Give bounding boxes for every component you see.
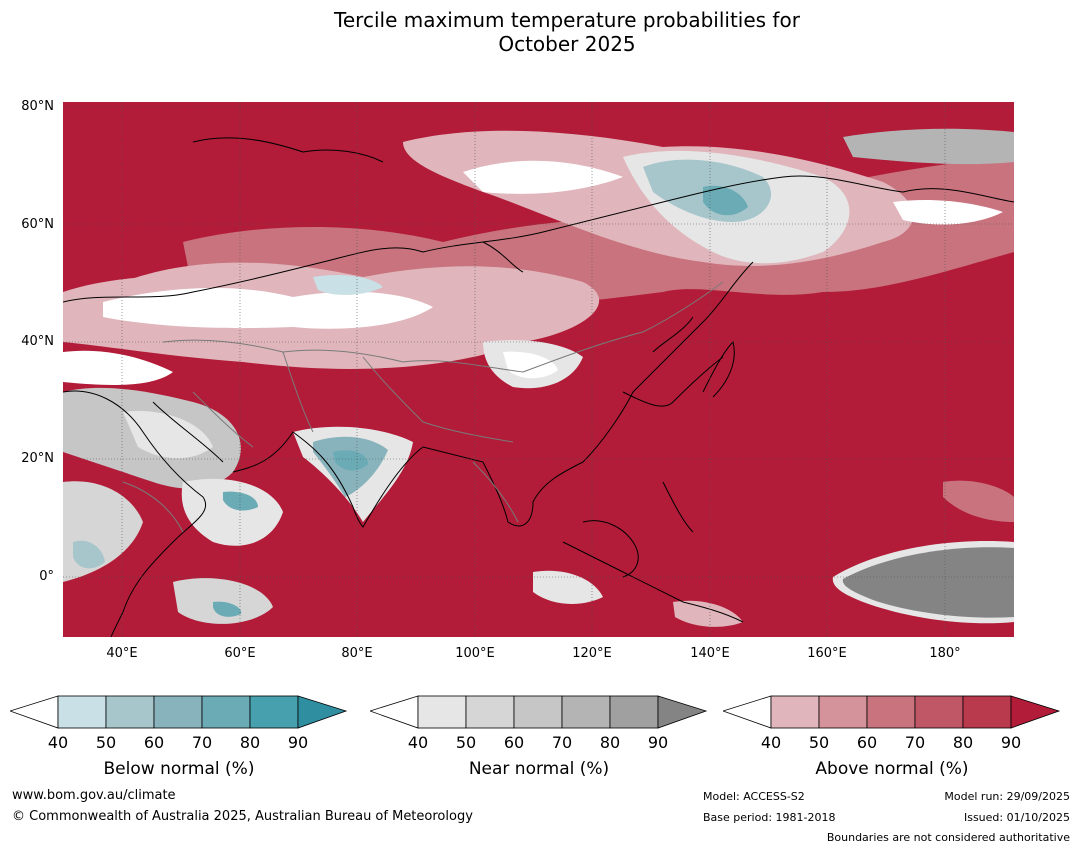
- map-title-line1: Tercile maximum temperature probabilitie…: [334, 8, 800, 32]
- colorbar-tick: 60: [856, 733, 878, 752]
- colorbar-above-normal: [723, 695, 1061, 729]
- colorbar-below-swatch-50: [105, 695, 155, 729]
- colorbar-above-swatch-40: [770, 695, 820, 729]
- boundaries-disclaimer: Boundaries are not considered authoritat…: [826, 831, 1070, 844]
- colorbar-below-swatch-40: [57, 695, 107, 729]
- colorbar-above-swatch-extend-high: [1010, 695, 1061, 729]
- colorbar-tick: 70: [191, 733, 213, 752]
- colorbar-near-swatch-40: [417, 695, 467, 729]
- colorbar-below-swatch-extend-low: [10, 695, 59, 729]
- base-period: Base period: 1981-2018: [703, 811, 836, 824]
- colorbar-near-swatch-60: [513, 695, 563, 729]
- map-title: Tercile maximum temperature probabilitie…: [0, 8, 1081, 56]
- colorbar-tick: 50: [455, 733, 477, 752]
- colorbar-tick: 70: [904, 733, 926, 752]
- colorbar-below-swatch-80: [249, 695, 299, 729]
- colorbar-tick: 60: [143, 733, 165, 752]
- colorbar-tick: 80: [952, 733, 974, 752]
- model-name: Model: ACCESS-S2: [703, 790, 805, 803]
- colorbar-below-swatch-60: [153, 695, 203, 729]
- colorbar-below-swatch-extend-high: [297, 695, 348, 729]
- colorbar-below-title: Below normal (%): [103, 759, 255, 779]
- colorbar-below-swatch-70: [201, 695, 251, 729]
- probability-map: [63, 102, 1014, 637]
- lon-label-40e: 40°E: [106, 646, 138, 661]
- colorbar-tick: 70: [551, 733, 573, 752]
- pacific-near-normal-patch: [832, 541, 1014, 624]
- colorbar-tick: 80: [239, 733, 261, 752]
- lon-label-140e: 140°E: [690, 646, 730, 661]
- country-borders: [122, 281, 724, 533]
- lon-label-160e: 160°E: [807, 646, 847, 661]
- lat-label-0: 0°: [39, 569, 54, 584]
- middle-east-africa-shading: [63, 387, 283, 624]
- lat-label-20n: 20°N: [21, 451, 54, 466]
- colorbar-near-swatch-70: [561, 695, 611, 729]
- lon-label-180: 180°: [929, 646, 961, 661]
- lon-label-100e: 100°E: [455, 646, 495, 661]
- colorbar-tick: 90: [1000, 733, 1022, 752]
- lat-label-40n: 40°N: [21, 334, 54, 349]
- colorbar-near-swatch-extend-low: [370, 695, 419, 729]
- colorbar-above-swatch-70: [914, 695, 964, 729]
- colorbar-above-swatch-80: [962, 695, 1012, 729]
- colorbar-near-swatch-50: [465, 695, 515, 729]
- map-title-line2: October 2025: [498, 32, 636, 56]
- colorbar-tick: 80: [599, 733, 621, 752]
- central-asia-shading: [63, 275, 583, 389]
- issued-date: Issued: 01/10/2025: [963, 811, 1070, 824]
- colorbar-above-swatch-60: [866, 695, 916, 729]
- colorbar-tick: 50: [808, 733, 830, 752]
- graticule: [63, 102, 1014, 637]
- colorbar-tick: 40: [47, 733, 69, 752]
- lat-label-60n: 60°N: [21, 217, 54, 232]
- bom-website-link[interactable]: www.bom.gov.au/climate: [12, 788, 176, 803]
- colorbar-tick: 90: [647, 733, 669, 752]
- colorbar-near-swatch-80: [609, 695, 659, 729]
- colorbar-near-swatch-extend-high: [657, 695, 708, 729]
- lon-label-120e: 120°E: [572, 646, 612, 661]
- model-run-date: Model run: 29/09/2025: [944, 790, 1070, 803]
- colorbar-above-title: Above normal (%): [815, 759, 969, 779]
- lon-label-60e: 60°E: [224, 646, 256, 661]
- colorbar-near-title: Near normal (%): [468, 759, 610, 779]
- colorbar-tick: 50: [95, 733, 117, 752]
- colorbar-tick: 90: [287, 733, 309, 752]
- colorbar-below-normal: [10, 695, 348, 729]
- colorbar-tick: 40: [760, 733, 782, 752]
- colorbar-above-swatch-extend-low: [723, 695, 772, 729]
- colorbar-tick: 40: [407, 733, 429, 752]
- lon-label-80e: 80°E: [341, 646, 373, 661]
- colorbar-above-swatch-50: [818, 695, 868, 729]
- scattered-shading: [533, 480, 1014, 627]
- coastlines: [63, 137, 1014, 637]
- lat-label-80n: 80°N: [21, 99, 54, 114]
- colorbar-near-normal: [370, 695, 708, 729]
- india-shading: [293, 426, 413, 522]
- colorbar-tick: 60: [503, 733, 525, 752]
- copyright-notice: © Commonwealth of Australia 2025, Austra…: [12, 809, 473, 824]
